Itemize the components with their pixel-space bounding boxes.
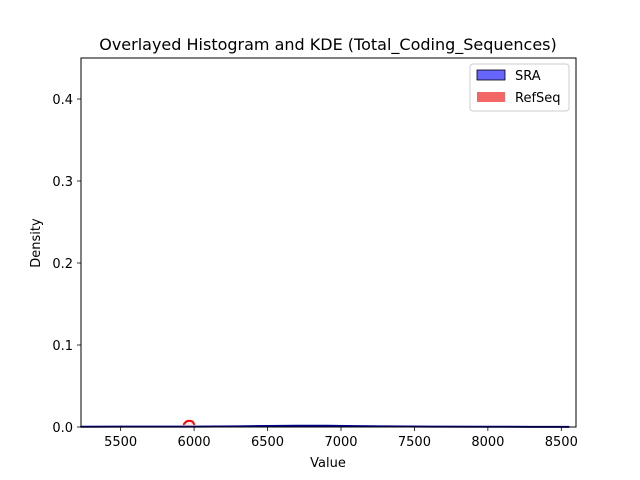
- hist-bar-refseq: [192, 422, 195, 427]
- x-tick-label: 7000: [324, 435, 357, 450]
- kde-line-refseq: [182, 419, 196, 426]
- x-tick-label: 5500: [104, 435, 137, 450]
- y-axis-label: Density: [29, 218, 44, 268]
- y-tick-label: 0.2: [52, 257, 73, 272]
- legend-swatch-sra: [476, 69, 506, 81]
- legend-swatch-refseq: [477, 92, 505, 102]
- x-axis: 5500 6000 6500 7000 7500 8000 8500: [104, 427, 578, 450]
- y-tick-label: 0.3: [52, 175, 73, 190]
- hist-bar-refseq: [188, 420, 191, 427]
- legend-label-sra: SRA: [515, 69, 541, 84]
- x-axis-label: Value: [310, 456, 346, 471]
- hist-bar-refseq: [183, 422, 187, 427]
- y-tick-label: 0.1: [52, 339, 73, 354]
- y-tick-label: 0.0: [52, 421, 73, 436]
- x-tick-label: 7500: [398, 435, 431, 450]
- legend-label-refseq: RefSeq: [515, 91, 561, 106]
- y-axis: 0.0 0.1 0.2 0.3 0.4: [52, 93, 81, 436]
- y-tick-label: 0.4: [52, 93, 73, 108]
- hist-bar-refseq: [190, 421, 193, 427]
- x-tick-label: 6500: [251, 435, 284, 450]
- chart-title: Overlayed Histogram and KDE (Total_Codin…: [99, 35, 557, 55]
- x-tick-label: 8500: [545, 435, 578, 450]
- axes-frame: [80, 57, 577, 428]
- x-tick-label: 6000: [178, 435, 211, 450]
- legend: SRA RefSeq: [469, 63, 570, 112]
- x-tick-label: 8000: [471, 435, 504, 450]
- hist-bar-refseq: [186, 421, 189, 427]
